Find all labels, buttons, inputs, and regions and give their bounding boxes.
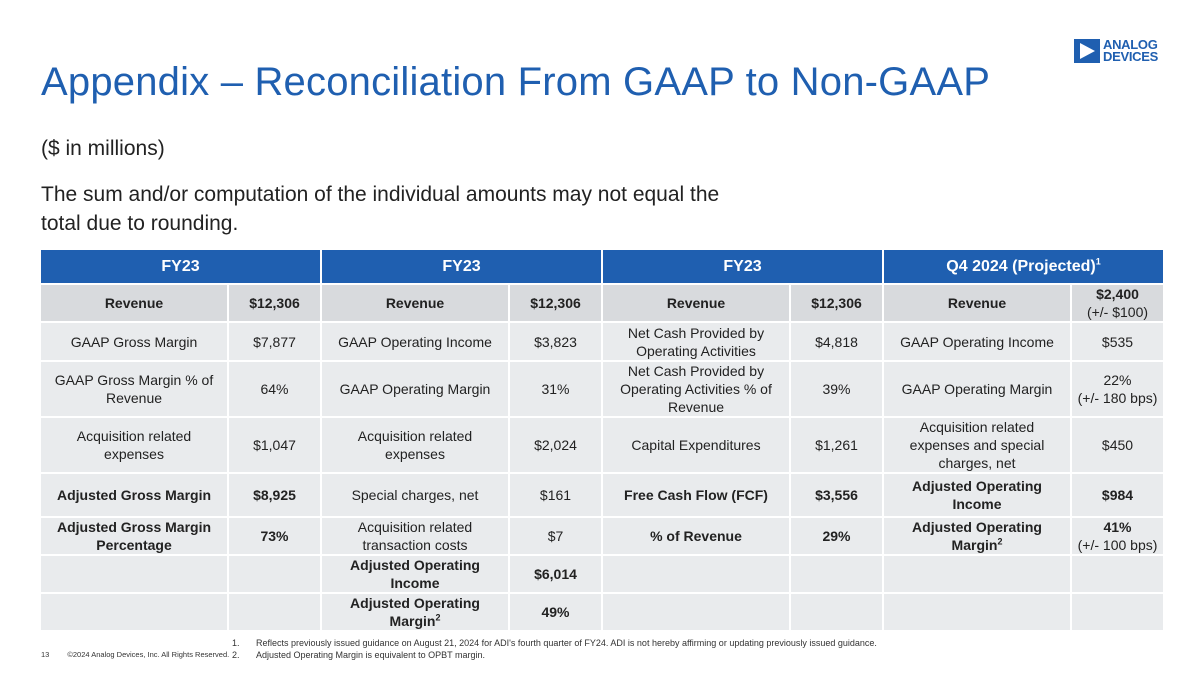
table-cell — [791, 556, 882, 592]
table-cell: 49% — [510, 594, 601, 630]
table-cell: Acquisition related expenses — [41, 418, 227, 472]
table-cell: $7 — [510, 518, 601, 554]
table-cell — [41, 594, 227, 630]
adj-op-margin-label: Adjusted Operating Margin — [912, 519, 1042, 553]
table-cell: 41% (+/- 100 bps) — [1072, 518, 1164, 554]
table-cell: Net Cash Provided by Operating Activitie… — [603, 323, 789, 360]
table-cell: Adjusted Gross Margin Percentage — [41, 518, 227, 554]
footnote-2: 2. Adjusted Operating Margin is equivalen… — [232, 649, 877, 661]
table-cell: % of Revenue — [603, 518, 789, 554]
table-cell: Revenue — [884, 285, 1070, 321]
table-cell: $12,306 — [791, 285, 882, 321]
table-cell: $3,556 — [791, 474, 882, 516]
table-cell — [603, 594, 789, 630]
table-cell: 39% — [791, 362, 882, 416]
table-cell: Acquisition related transaction costs — [322, 518, 508, 554]
table-cell — [884, 594, 1070, 630]
table-cell: GAAP Operating Income — [884, 323, 1070, 360]
table-cell: Adjusted Operating Margin2 — [322, 594, 508, 630]
table-cell: $8,925 — [229, 474, 320, 516]
slide-footer: 13 ©2024 Analog Devices, Inc. All Rights … — [41, 650, 247, 659]
table-cell — [1072, 594, 1164, 630]
table-cell: 64% — [229, 362, 320, 416]
logo-line2: DEVICES — [1103, 49, 1158, 64]
table-cell: Special charges, net — [322, 474, 508, 516]
table-cell: $535 — [1072, 323, 1164, 360]
footnotes: 1. Reflects previously issued guidance on… — [232, 637, 877, 661]
logo-text: ANALOG DEVICES — [1103, 37, 1158, 64]
table-cell — [229, 594, 320, 630]
table-cell: Revenue — [603, 285, 789, 321]
table-cell: $12,306 — [229, 285, 320, 321]
table-cell — [884, 556, 1070, 592]
table-cell: $1,047 — [229, 418, 320, 472]
footnote-number: 1. — [232, 638, 240, 648]
reconciliation-table-wrap: FY23 FY23 FY23 Q4 2024 (Projected)1 Reve… — [41, 248, 1164, 632]
table-cell: GAAP Operating Margin — [884, 362, 1070, 416]
table-cell: $2,024 — [510, 418, 601, 472]
table-cell: GAAP Operating Income — [322, 323, 508, 360]
table-cell: GAAP Operating Margin — [322, 362, 508, 416]
table-cell: Revenue — [322, 285, 508, 321]
header-fy23-gross: FY23 — [41, 250, 320, 283]
table-cell — [603, 556, 789, 592]
table-cell: $4,818 — [791, 323, 882, 360]
table-cell: Acquisition related expenses — [322, 418, 508, 472]
rounding-note: The sum and/or computation of the indivi… — [41, 183, 720, 235]
table-cell: $2,400 (+/- $100) — [1072, 285, 1164, 321]
table-cell: Capital Expenditures — [603, 418, 789, 472]
logo-line1: ANALOG — [1103, 37, 1158, 52]
table-cell: 31% — [510, 362, 601, 416]
table-cell: Adjusted Operating Income — [884, 474, 1070, 516]
header-footnote-ref: 1 — [1095, 256, 1101, 267]
table-cell: $450 — [1072, 418, 1164, 472]
table-cell: GAAP Gross Margin — [41, 323, 227, 360]
table-cell: Adjusted Operating Margin2 — [884, 518, 1070, 554]
footnote-ref: 2 — [435, 612, 441, 623]
table-cell — [1072, 556, 1164, 592]
footnote-number: 2. — [232, 650, 240, 660]
page-number: 13 — [41, 650, 50, 659]
table-cell — [229, 556, 320, 592]
page-title: Appendix – Reconciliation From GAAP to N… — [41, 60, 991, 104]
table-cell: $161 — [510, 474, 601, 516]
table-cell: $6,014 — [510, 556, 601, 592]
table-cell — [791, 594, 882, 630]
table-cell: $984 — [1072, 474, 1164, 516]
table-cell: 29% — [791, 518, 882, 554]
table-cell: Adjusted Gross Margin — [41, 474, 227, 516]
header-fy23-operating: FY23 — [322, 250, 601, 283]
table-cell: $12,306 — [510, 285, 601, 321]
logo-triangle-icon — [1074, 39, 1100, 63]
table-cell: Net Cash Provided by Operating Activitie… — [603, 362, 789, 416]
reconciliation-table: FY23 FY23 FY23 Q4 2024 (Projected)1 Reve… — [39, 248, 1165, 632]
table-cell: $7,877 — [229, 323, 320, 360]
table-cell: 73% — [229, 518, 320, 554]
header-fy23-cash-flow: FY23 — [603, 250, 882, 283]
analog-devices-logo: ANALOG DEVICES — [1074, 37, 1158, 64]
table-cell: Adjusted Operating Income — [322, 556, 508, 592]
table-cell: GAAP Gross Margin % of Revenue — [41, 362, 227, 416]
table-cell: Revenue — [41, 285, 227, 321]
table-cell: $1,261 — [791, 418, 882, 472]
header-q4-2024-projected: Q4 2024 (Projected)1 — [884, 250, 1164, 283]
units-subtitle: ($ in millions) — [41, 137, 165, 160]
footnote-1: 1. Reflects previously issued guidance on… — [232, 637, 877, 649]
adj-op-margin-label-2: Adjusted Operating Margin — [350, 595, 480, 629]
footnote-text: Adjusted Operating Margin is equivalent … — [256, 650, 485, 660]
header-q4-label: Q4 2024 (Projected) — [946, 257, 1096, 275]
footnote-ref: 2 — [997, 536, 1003, 547]
footnote-text: Reflects previously issued guidance on A… — [256, 638, 877, 648]
table-cell — [41, 556, 227, 592]
table-cell: Acquisition related expenses and special… — [884, 418, 1070, 472]
table-cell: $3,823 — [510, 323, 601, 360]
table-cell: Free Cash Flow (FCF) — [603, 474, 789, 516]
copyright: ©2024 Analog Devices, Inc. All Rights Re… — [67, 650, 230, 659]
table-cell: 22% (+/- 180 bps) — [1072, 362, 1164, 416]
